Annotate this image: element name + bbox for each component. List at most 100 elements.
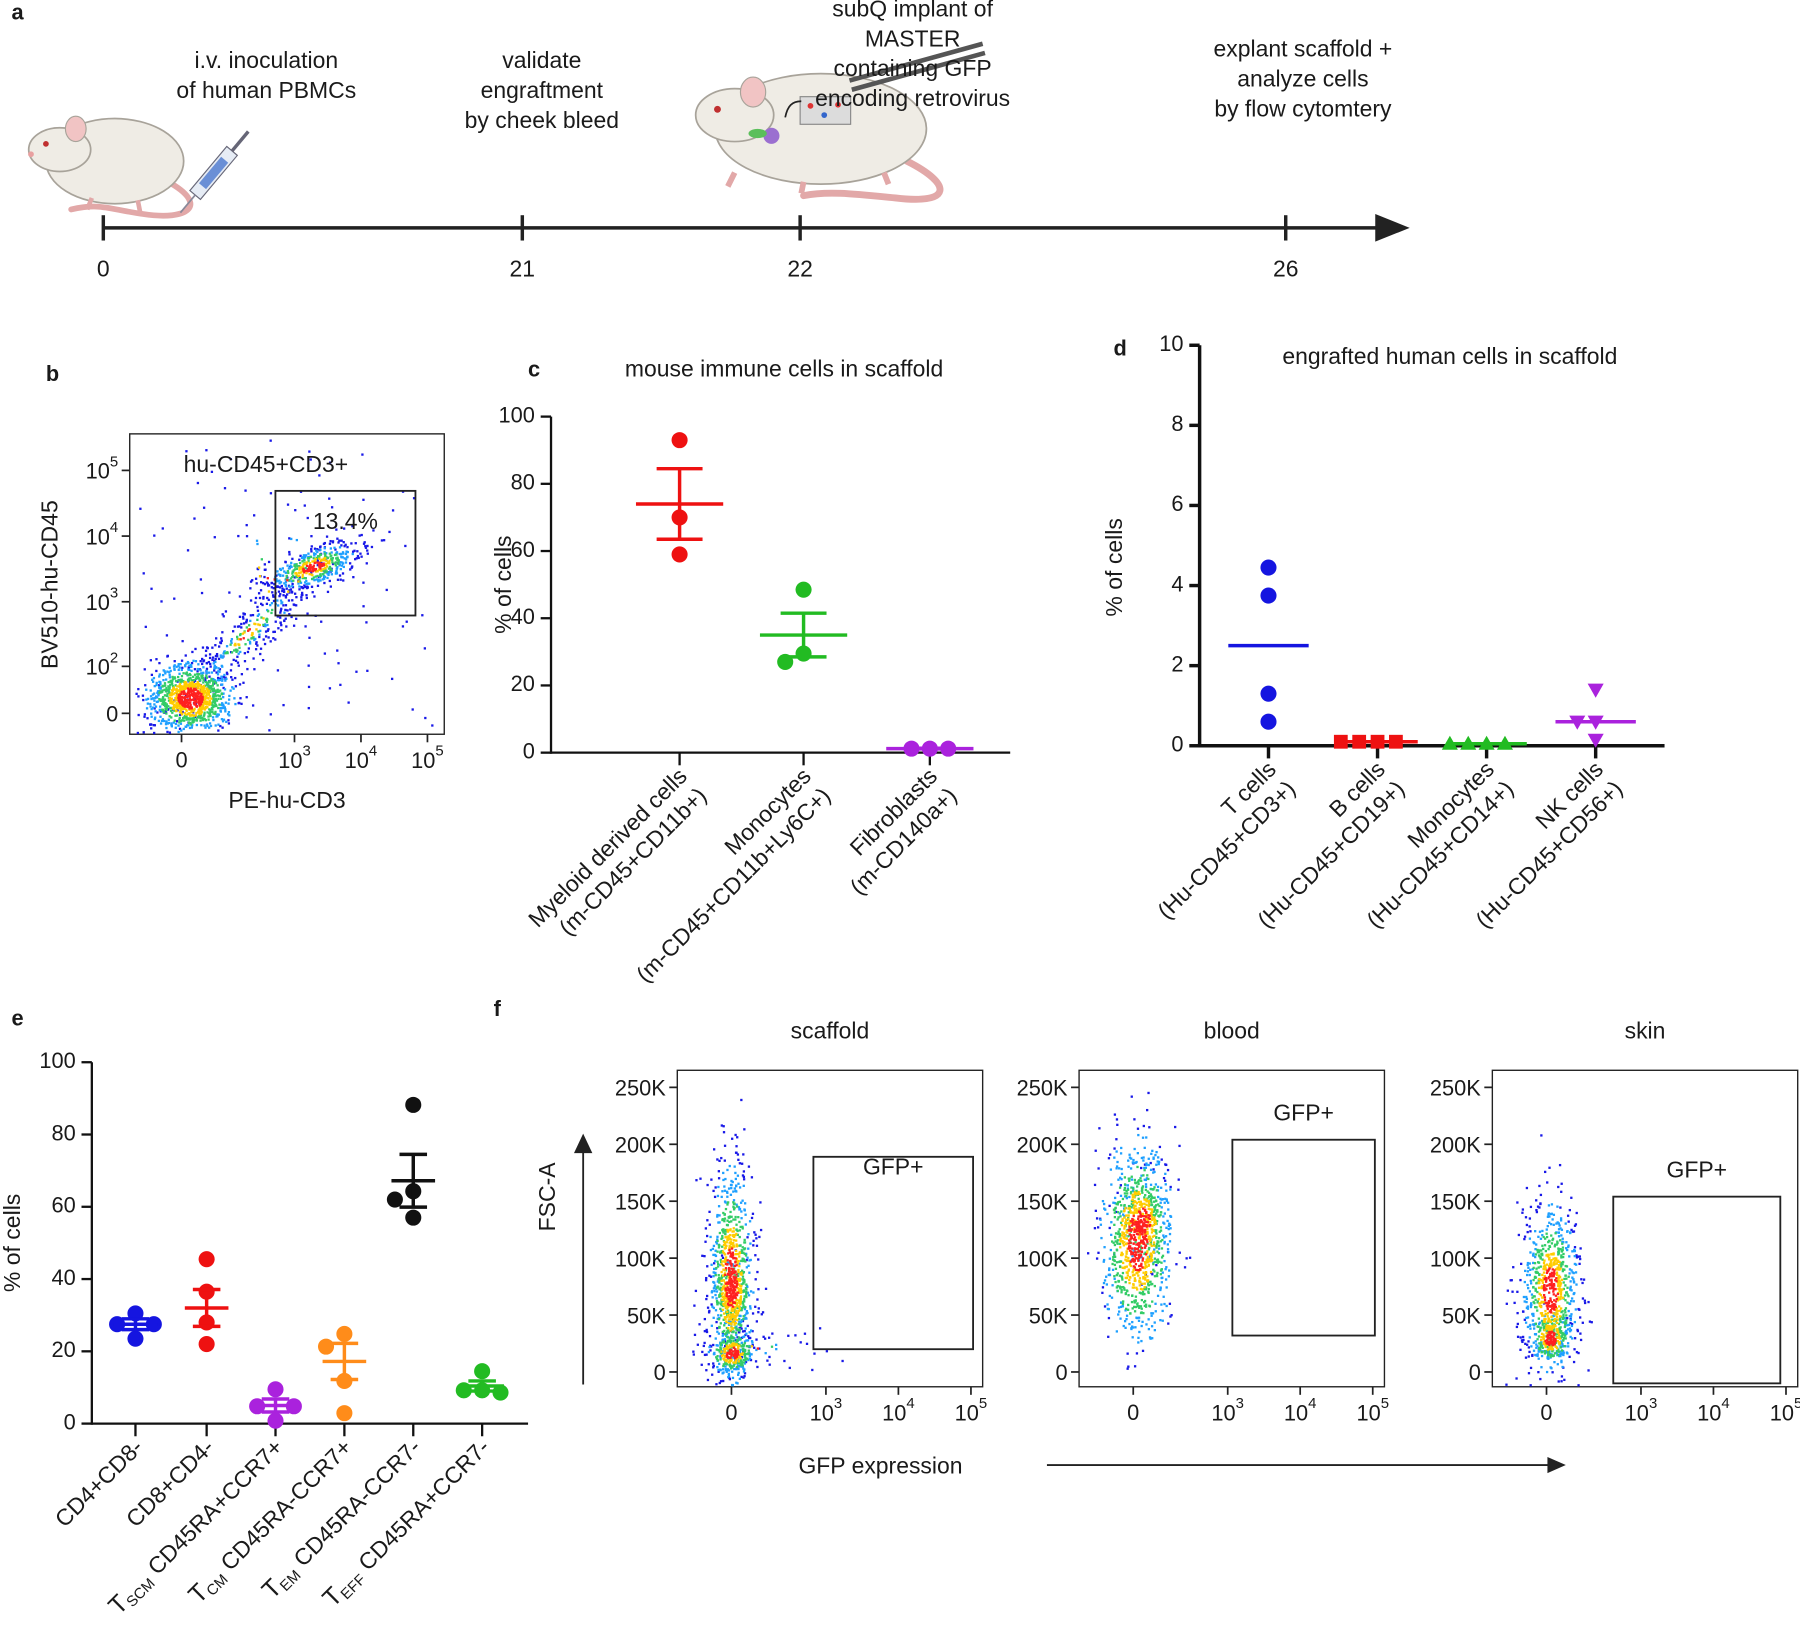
density-dot: [1581, 1297, 1585, 1300]
density-dot: [716, 1327, 719, 1330]
density-dot: [318, 474, 321, 477]
density-dot: [320, 620, 323, 623]
density-dot: [208, 708, 211, 711]
density-dot: [195, 711, 198, 715]
density-dot: [219, 689, 222, 692]
density-dot: [153, 731, 156, 735]
density-dot: [168, 671, 171, 674]
density-dot: [1168, 1302, 1172, 1305]
density-dot: [295, 596, 298, 599]
density-dot: [305, 596, 308, 600]
density-dot: [731, 1327, 735, 1330]
density-dot: [1590, 1321, 1593, 1324]
y-tick-label-exponent: 2: [110, 649, 118, 666]
density-dot: [1523, 1235, 1527, 1238]
density-dot: [1555, 1258, 1558, 1262]
density-dot: [737, 1270, 740, 1274]
density-dot: [250, 637, 253, 640]
density-dot: [238, 625, 241, 628]
density-dot: [174, 726, 177, 729]
density-dot: [145, 698, 148, 701]
density-dot: [1540, 1336, 1543, 1339]
y-tick-label: 104: [86, 519, 119, 549]
density-dot: [1140, 1298, 1144, 1302]
density-dot: [372, 529, 375, 532]
density-dot: [1145, 1203, 1148, 1206]
density-dot: [292, 624, 296, 627]
density-dot: [194, 714, 198, 717]
density-dot: [236, 655, 239, 658]
density-dot: [731, 1383, 734, 1387]
density-dot: [204, 649, 208, 652]
density-dot: [311, 570, 314, 573]
density-dot: [1157, 1244, 1161, 1247]
density-dot: [221, 631, 224, 634]
density-dot: [305, 571, 308, 575]
density-dot: [741, 1301, 744, 1304]
density-dot: [719, 1380, 723, 1383]
density-dot: [717, 1301, 720, 1304]
density-dot: [743, 1349, 747, 1353]
density-dot: [1570, 1297, 1574, 1300]
density-dot: [225, 677, 228, 681]
density-dot: [163, 682, 167, 685]
density-dot: [285, 587, 288, 590]
density-dot: [1159, 1213, 1162, 1217]
density-dot: [159, 682, 162, 686]
density-dot: [344, 561, 348, 564]
density-dot: [1525, 1273, 1529, 1277]
density-dot: [1155, 1235, 1158, 1239]
density-dot: [271, 591, 274, 594]
density-dot: [257, 613, 261, 616]
density-dot: [263, 623, 267, 626]
density-cloud: [692, 1091, 1593, 1387]
density-dot: [732, 1239, 736, 1242]
density-dot: [215, 699, 219, 702]
density-dot: [1555, 1315, 1559, 1318]
density-dot: [1558, 1327, 1561, 1330]
density-dot: [276, 599, 279, 602]
density-dot: [1167, 1250, 1170, 1254]
density-dot: [748, 1220, 752, 1223]
density-dot: [178, 700, 182, 703]
density-dot: [163, 698, 167, 701]
density-dot: [727, 1321, 730, 1325]
density-dot: [330, 568, 333, 572]
density-dot: [224, 652, 227, 655]
density-dot: [323, 577, 326, 580]
density-dot: [278, 582, 281, 585]
density-dot: [207, 715, 210, 718]
density-dot: [738, 1186, 742, 1189]
density-dot: [717, 1278, 720, 1281]
density-dot: [1114, 1267, 1118, 1270]
density-dot: [1548, 1215, 1551, 1218]
density-dot: [1153, 1270, 1156, 1273]
density-dot: [295, 567, 299, 571]
density-dot: [189, 688, 193, 691]
density-dot: [1579, 1332, 1582, 1335]
timeline-label: 21: [510, 256, 536, 282]
density-dot: [1137, 1316, 1141, 1319]
density-dot: [741, 1227, 744, 1230]
density-dot: [1525, 1223, 1529, 1227]
y-tick-label-exponent: 3: [110, 585, 118, 602]
density-dot: [313, 578, 316, 582]
density-dot: [1087, 1252, 1090, 1255]
density-dot: [286, 564, 289, 567]
density-dot: [1104, 1208, 1107, 1211]
density-dot: [329, 547, 332, 550]
density-dot: [712, 1343, 715, 1347]
density-dot: [192, 680, 195, 684]
density-dot: [180, 713, 184, 716]
density-dot: [173, 664, 176, 667]
density-dot: [294, 565, 297, 568]
x-tick-label-exponent: 4: [369, 742, 377, 759]
density-dot: [730, 1220, 733, 1223]
density-dot: [1560, 1380, 1563, 1383]
density-dot: [365, 621, 368, 624]
density-dot: [137, 687, 140, 691]
density-dot: [717, 1246, 721, 1249]
density-dot: [207, 712, 211, 715]
density-dot: [170, 722, 173, 725]
density-dot: [1570, 1322, 1574, 1326]
